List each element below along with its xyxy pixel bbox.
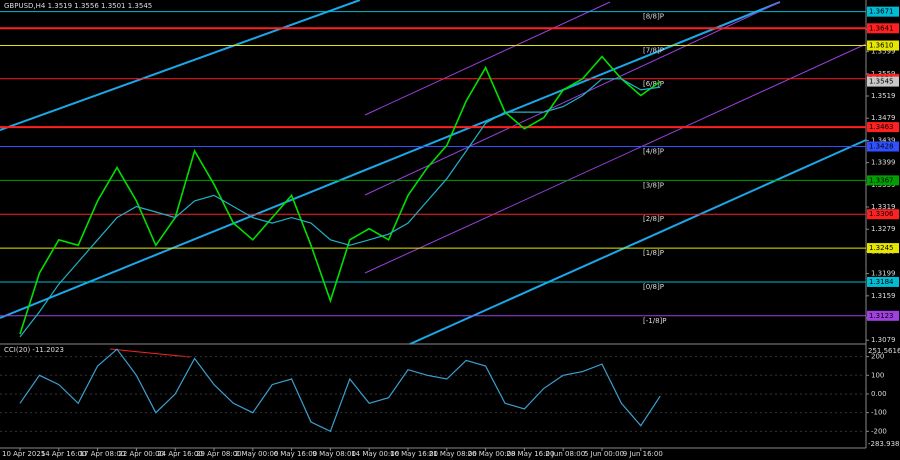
- murrey-label: [8/8]P: [643, 13, 664, 21]
- channel-line: [0, 1, 781, 319]
- level-label-bg: [867, 23, 899, 34]
- x-tick-label: 17 Apr 08:00: [80, 450, 126, 458]
- level-label-bg: [867, 175, 899, 186]
- y-limit-label: -283.938: [868, 440, 899, 448]
- level-label-text: 1.3610: [869, 42, 894, 50]
- y-tick-label: 1.3279: [871, 225, 896, 233]
- x-tick-label: 21 May 08:00: [429, 450, 477, 458]
- y-tick-label: -100: [871, 409, 887, 417]
- series-line: [19, 78, 661, 338]
- murrey-label: [-1/8]P: [643, 317, 666, 325]
- level-label-bg: [867, 310, 899, 321]
- level-label-bg: [867, 209, 899, 220]
- y-tick-label: -200: [871, 427, 887, 435]
- y-tick-label: 1.3159: [871, 292, 896, 300]
- level-label: 1.3306: [867, 209, 899, 220]
- indicator-title: CCI(20) -11.2023: [4, 346, 64, 354]
- murrey-label: [1/8]P: [643, 249, 664, 257]
- series-line: [19, 55, 661, 335]
- murrey-label: [3/8]P: [643, 181, 664, 189]
- x-tick-label: 10 Apr 2025: [2, 450, 45, 458]
- level-label: 1.3641: [867, 23, 899, 34]
- x-tick-label: 24 Apr 16:00: [157, 450, 203, 458]
- level-label-bg: [867, 276, 899, 287]
- channel-line: [364, 43, 867, 274]
- channel-line: [409, 139, 867, 345]
- level-label-text: 1.3184: [869, 278, 894, 286]
- y-tick-label: 1.3079: [871, 336, 896, 344]
- last-price-bg: [867, 76, 899, 87]
- channel-line: [364, 1, 781, 196]
- level-label: 1.3671: [867, 6, 899, 17]
- x-tick-label: 2 Jun 08:00: [545, 450, 585, 458]
- level-label: 1.3610: [867, 40, 899, 51]
- background: [0, 0, 866, 460]
- y-tick-label: 1.3439: [871, 136, 896, 144]
- y-tick-label: 1.3319: [871, 203, 896, 211]
- level-label-text: 1.3641: [869, 24, 894, 32]
- chart-title: GBPUSD,H4 1.3519 1.3556 1.3501 1.3545: [4, 2, 152, 10]
- level-label-bg: [867, 243, 899, 254]
- y-tick-label: 0.00: [871, 390, 887, 398]
- x-tick-label: 2 May 00:00: [235, 450, 279, 458]
- level-label-text: 1.3306: [869, 210, 894, 218]
- level-label: 1.3184: [867, 276, 899, 287]
- level-label-bg: [867, 122, 899, 133]
- murrey-label: [4/8]P: [643, 148, 664, 156]
- last-price-label: 1.3545: [869, 78, 894, 86]
- channel-line: [0, 0, 361, 131]
- level-label-bg: [867, 141, 899, 152]
- y-tick-label: 1.3399: [871, 159, 896, 167]
- murrey-label: [2/8]P: [643, 215, 664, 223]
- level-label-text: 1.3671: [869, 8, 894, 16]
- level-label-bg: [867, 6, 899, 17]
- last-price: 1.3545: [867, 76, 899, 87]
- y-tick-label: 1.3479: [871, 114, 896, 122]
- level-label-text: 1.3428: [869, 143, 894, 151]
- level-label: 1.3428: [867, 141, 899, 152]
- murrey-label: [6/8]P: [643, 80, 664, 88]
- channels: [0, 0, 867, 345]
- level-label-text: 1.3463: [869, 123, 894, 131]
- x-tick-label: 22 Apr 00:00: [118, 450, 164, 458]
- y-tick-label: 1.3199: [871, 270, 896, 278]
- level-label-bg: [867, 40, 899, 51]
- x-tick-label: 16 May 16:00: [390, 450, 438, 458]
- level-label-text: 1.3367: [869, 176, 894, 184]
- y-limit-label: 251.5616: [868, 347, 900, 355]
- level-label-text: 1.3123: [869, 312, 894, 320]
- level-label: 1.3123: [867, 310, 899, 321]
- level-label-text: 1.3245: [869, 244, 894, 252]
- x-tick-label: 28 May 16:00: [506, 450, 554, 458]
- y-tick-label: 100: [871, 371, 884, 379]
- x-tick-label: 14 May 00:00: [351, 450, 399, 458]
- level-label: 1.3463: [867, 122, 899, 133]
- x-tick-label: 9 Jun 16:00: [623, 450, 663, 458]
- divergence-line: [109, 348, 191, 358]
- x-tick-label: 5 Jun 00:00: [584, 450, 624, 458]
- level-label: 1.3245: [867, 243, 899, 254]
- murrey-label: [7/8]P: [643, 47, 664, 55]
- series-line: [19, 348, 661, 433]
- channel-line: [364, 1, 611, 116]
- x-tick-label: 26 May 00:00: [468, 450, 516, 458]
- level-label: 1.3367: [867, 175, 899, 186]
- x-tick-label: 9 May 08:00: [312, 450, 356, 458]
- x-tick-label: 29 Apr 08:00: [196, 450, 242, 458]
- murrey-label: [0/8]P: [643, 283, 664, 291]
- y-tick-label: 200: [871, 353, 884, 361]
- x-tick-label: 6 May 16:00: [274, 450, 318, 458]
- y-tick-label: 1.3599: [871, 48, 896, 56]
- y-tick-label: 1.3519: [871, 92, 896, 100]
- x-tick-label: 14 Apr 16:00: [41, 450, 87, 458]
